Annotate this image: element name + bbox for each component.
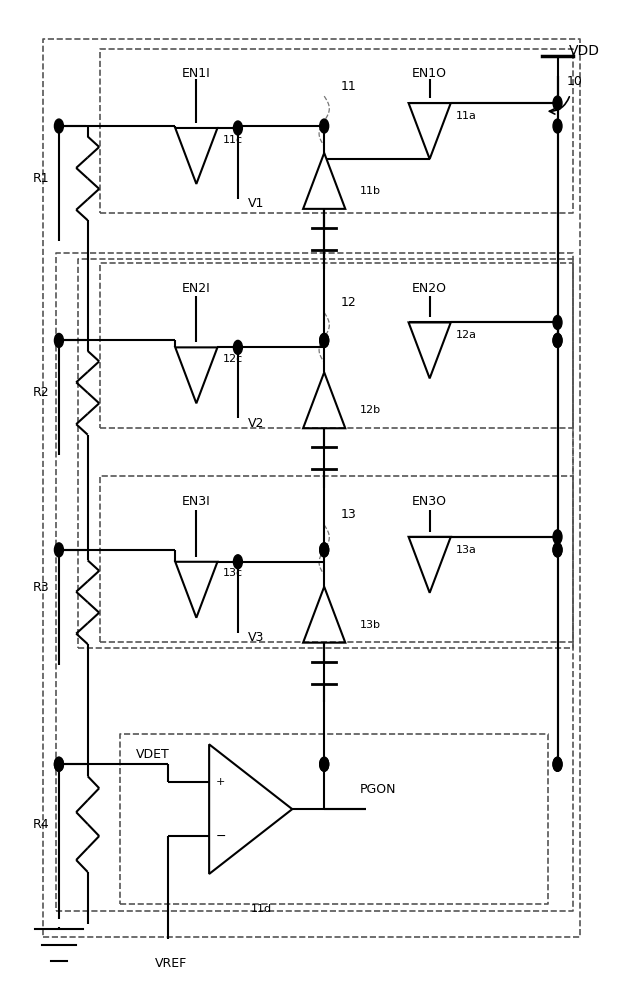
Text: R3: R3 [33,581,49,594]
Text: −: − [216,830,226,843]
Text: 10: 10 [567,75,583,88]
Text: VDET: VDET [135,748,169,761]
Text: 11a: 11a [456,111,477,121]
Circle shape [553,757,562,771]
Circle shape [320,543,329,557]
Text: 11: 11 [340,80,356,93]
Circle shape [234,121,243,135]
Circle shape [320,757,329,771]
Text: 11b: 11b [360,186,380,196]
Circle shape [55,543,64,557]
Circle shape [55,333,64,347]
Text: EN3O: EN3O [412,495,447,508]
Circle shape [553,543,562,557]
Text: +: + [216,777,225,787]
Circle shape [553,119,562,133]
Circle shape [320,333,329,347]
Text: 13: 13 [340,508,356,521]
Circle shape [553,333,562,347]
Text: V2: V2 [247,417,264,430]
Text: 11d: 11d [250,904,272,914]
Text: R2: R2 [33,386,49,399]
Circle shape [320,333,329,347]
Circle shape [553,315,562,329]
Text: 12b: 12b [360,405,381,415]
Text: R1: R1 [33,172,49,185]
Circle shape [55,119,64,133]
Circle shape [553,757,562,771]
Circle shape [553,333,562,347]
Text: PGON: PGON [360,783,396,796]
Circle shape [553,543,562,557]
Circle shape [55,757,64,771]
Circle shape [234,555,243,569]
Text: 12a: 12a [456,330,477,340]
Text: VREF: VREF [155,957,187,970]
Circle shape [320,757,329,771]
Text: EN1O: EN1O [412,67,447,80]
Circle shape [320,119,329,133]
Text: EN2O: EN2O [412,282,447,295]
Text: 12c: 12c [223,354,243,364]
Circle shape [320,543,329,557]
Text: EN1I: EN1I [182,67,211,80]
Circle shape [553,96,562,110]
Text: 13b: 13b [360,620,380,630]
Circle shape [553,530,562,544]
Text: 12: 12 [340,296,356,309]
Text: EN2I: EN2I [182,282,211,295]
Text: V1: V1 [247,197,264,210]
Text: EN3I: EN3I [182,495,211,508]
Text: 13a: 13a [456,545,477,555]
Text: 13c: 13c [223,568,243,578]
Text: R4: R4 [33,818,49,831]
Circle shape [55,757,64,771]
Text: 11c: 11c [223,135,243,145]
Text: VDD: VDD [569,44,600,58]
Text: V3: V3 [247,631,264,644]
Circle shape [234,340,243,354]
